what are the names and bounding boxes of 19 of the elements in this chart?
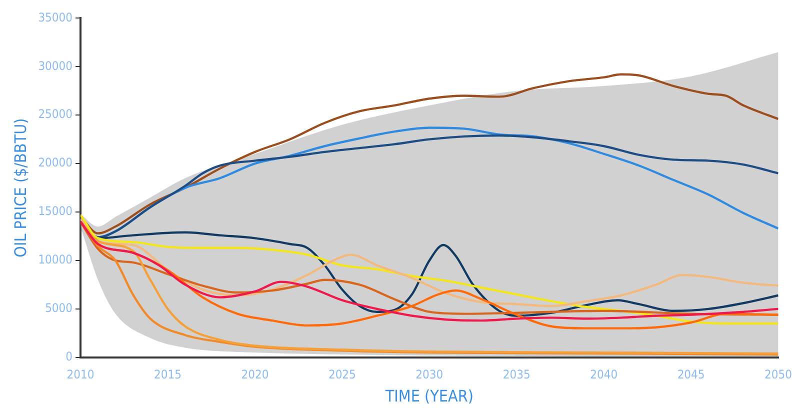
y-tick-label: 5000: [45, 301, 73, 316]
y-tick-label: 35000: [38, 10, 73, 24]
y-tick-label: 20000: [38, 156, 73, 170]
y-tick-label: 10000: [38, 252, 73, 267]
y-axis-title: OIL PRICE ($/BBTU): [10, 118, 30, 258]
x-tick-label: 2025: [328, 368, 356, 382]
x-tick-label: 2020: [241, 368, 269, 382]
x-tick-label: 2030: [416, 368, 444, 382]
x-axis-title: TIME (YEAR): [384, 386, 474, 406]
x-tick-label: 2010: [66, 368, 94, 382]
y-tick-label: 25000: [38, 107, 73, 122]
y-tick-label: 15000: [38, 204, 73, 218]
y-tick-label: 30000: [38, 58, 73, 73]
x-tick-label: 2035: [502, 368, 530, 382]
x-tick-label: 2040: [590, 368, 618, 382]
x-tick-label: 2045: [677, 368, 705, 382]
y-tick-label: 0: [66, 350, 73, 364]
x-tick-label: 2015: [154, 368, 182, 382]
x-tick-label: 2050: [764, 368, 792, 382]
